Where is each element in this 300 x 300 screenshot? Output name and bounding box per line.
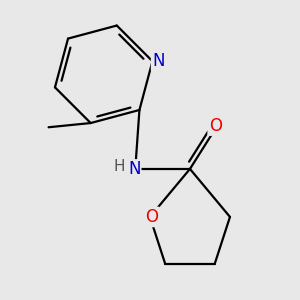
Text: O: O	[146, 208, 159, 226]
Text: N: N	[152, 52, 165, 70]
Text: N: N	[128, 160, 141, 178]
Text: O: O	[209, 117, 222, 135]
Text: H: H	[113, 159, 125, 174]
